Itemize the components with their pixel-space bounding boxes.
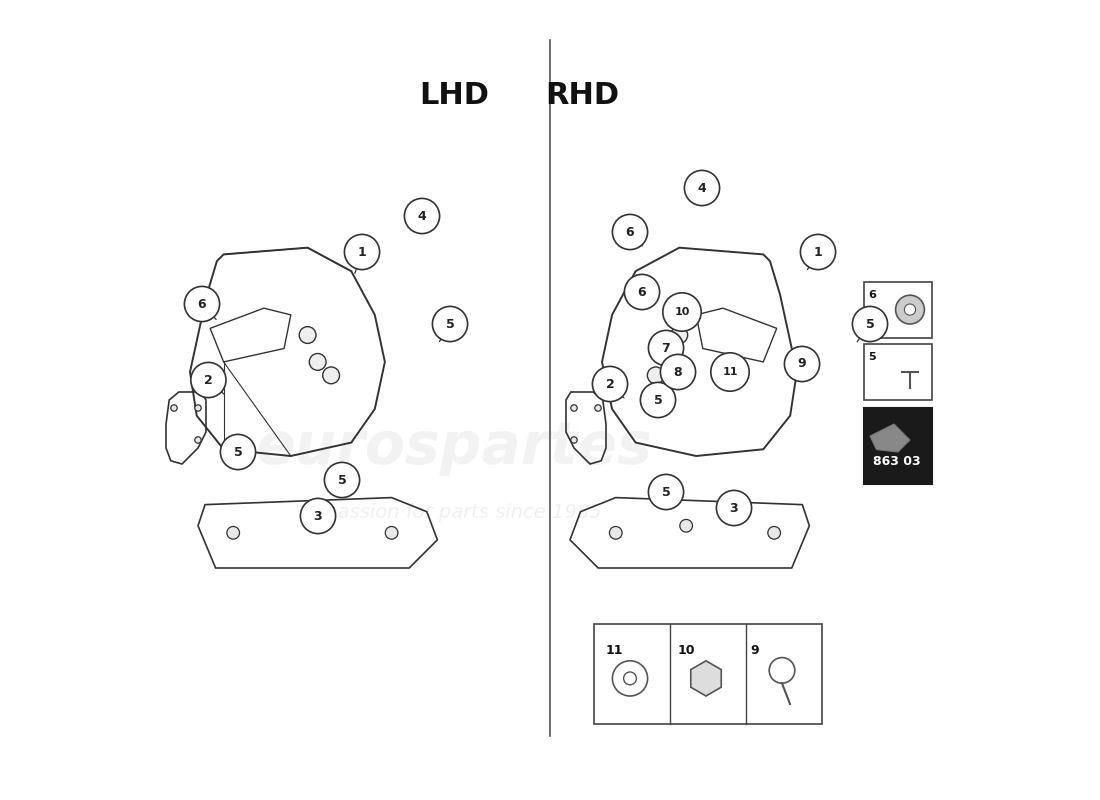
Text: 2: 2 [606,378,615,390]
Circle shape [299,326,316,343]
Circle shape [660,354,695,390]
Circle shape [195,405,201,411]
Text: 11: 11 [723,367,738,377]
Text: 5: 5 [446,318,454,330]
Circle shape [609,526,623,539]
Text: 11: 11 [606,644,624,657]
Text: 4: 4 [697,182,706,194]
Circle shape [322,367,340,384]
Circle shape [190,362,226,398]
Text: 5: 5 [866,318,874,330]
Text: 6: 6 [626,226,635,238]
Circle shape [625,274,660,310]
Circle shape [185,286,220,322]
Circle shape [671,326,688,343]
Text: 4: 4 [418,210,427,222]
Circle shape [405,198,440,234]
Text: 1: 1 [358,246,366,258]
Text: LHD: LHD [419,82,490,110]
Circle shape [769,658,795,683]
Text: 6: 6 [198,298,207,310]
Text: 6: 6 [638,286,647,298]
Polygon shape [691,661,722,696]
Circle shape [593,366,628,402]
Text: 10: 10 [678,644,695,657]
Text: 6: 6 [868,290,877,300]
Text: 9: 9 [750,644,759,657]
Circle shape [613,661,648,696]
FancyBboxPatch shape [864,408,932,484]
Circle shape [784,346,820,382]
Text: 10: 10 [674,307,690,317]
Circle shape [324,462,360,498]
Circle shape [300,498,336,534]
Text: 1: 1 [814,246,823,258]
Circle shape [852,306,888,342]
Polygon shape [870,424,910,452]
Circle shape [571,405,578,411]
Circle shape [640,382,675,418]
Circle shape [385,526,398,539]
FancyBboxPatch shape [594,624,822,724]
Circle shape [711,353,749,391]
Circle shape [613,214,648,250]
Circle shape [227,526,240,539]
Text: 5: 5 [653,394,662,406]
Text: eurospartes: eurospartes [255,419,652,477]
Circle shape [220,434,255,470]
Circle shape [344,234,380,270]
Circle shape [595,405,602,411]
Circle shape [661,354,678,370]
Text: 5: 5 [661,486,670,498]
Circle shape [648,367,664,384]
Text: 7: 7 [661,342,670,354]
Text: 5: 5 [338,474,346,486]
Text: 5: 5 [868,352,876,362]
Circle shape [624,672,637,685]
Text: 3: 3 [314,510,322,522]
Circle shape [648,474,683,510]
Circle shape [663,293,701,331]
Text: 2: 2 [204,374,212,386]
Circle shape [195,437,201,443]
FancyBboxPatch shape [864,344,932,400]
Circle shape [315,519,328,532]
Text: 5: 5 [233,446,242,458]
Text: 863 03: 863 03 [873,455,921,468]
FancyBboxPatch shape [864,282,932,338]
Circle shape [716,490,751,526]
Text: 9: 9 [798,358,806,370]
Circle shape [571,437,578,443]
Text: RHD: RHD [544,82,619,110]
Text: 8: 8 [673,366,682,378]
Circle shape [170,405,177,411]
Text: 3: 3 [729,502,738,514]
Text: a passion for parts since 1985: a passion for parts since 1985 [307,502,602,522]
Circle shape [768,526,781,539]
Circle shape [684,170,719,206]
Circle shape [648,330,683,366]
Circle shape [432,306,468,342]
Circle shape [680,519,693,532]
Circle shape [904,304,915,315]
Circle shape [801,234,836,270]
Circle shape [895,295,924,324]
Circle shape [309,354,326,370]
